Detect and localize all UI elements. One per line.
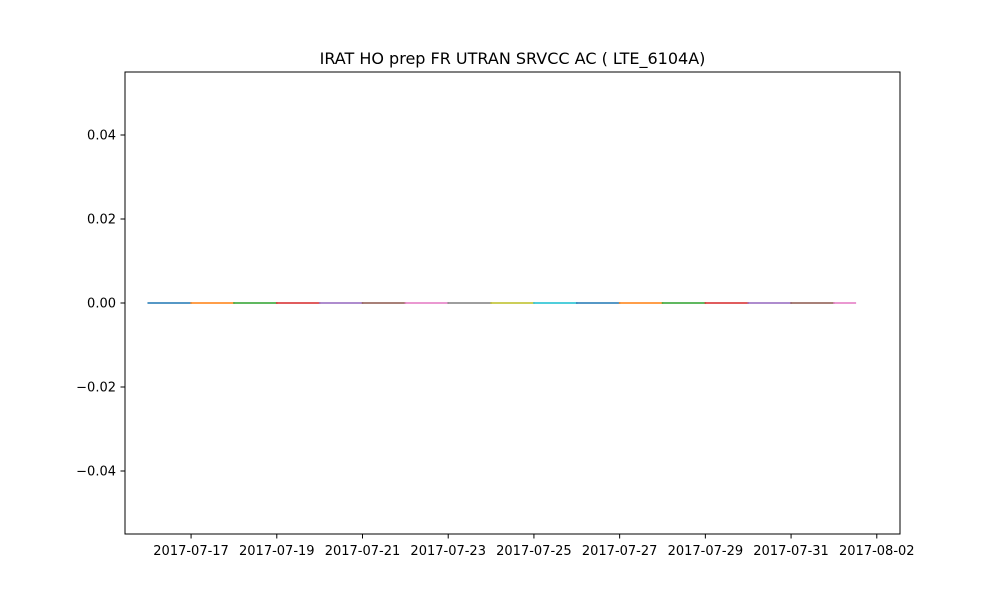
x-tick-label: 2017-07-19 [239, 544, 315, 559]
x-tick-label: 2017-07-29 [668, 544, 744, 559]
y-axis: 0.04 0.02 0.00 −0.02 −0.04 [76, 129, 125, 480]
y-tick-label: 0.02 [87, 213, 116, 228]
x-axis: 2017-07-17 2017-07-19 2017-07-21 2017-07-23… [153, 534, 915, 559]
y-tick-label: −0.04 [76, 465, 116, 480]
x-tick-label: 2017-07-25 [496, 544, 572, 559]
x-tick-label: 2017-07-31 [753, 544, 829, 559]
plot-frame [124, 71, 901, 535]
y-tick-label: −0.02 [76, 381, 116, 396]
x-tick-label: 2017-07-23 [410, 544, 486, 559]
x-tick-label: 2017-08-02 [839, 544, 915, 559]
x-tick-label: 2017-07-21 [325, 544, 401, 559]
chart-title: IRAT HO prep FR UTRAN SRVCC AC ( LTE_610… [320, 49, 706, 69]
y-tick-label: 0.00 [87, 297, 116, 312]
x-tick-label: 2017-07-27 [582, 544, 658, 559]
y-tick-label: 0.04 [87, 129, 116, 144]
x-tick-label: 2017-07-17 [153, 544, 229, 559]
